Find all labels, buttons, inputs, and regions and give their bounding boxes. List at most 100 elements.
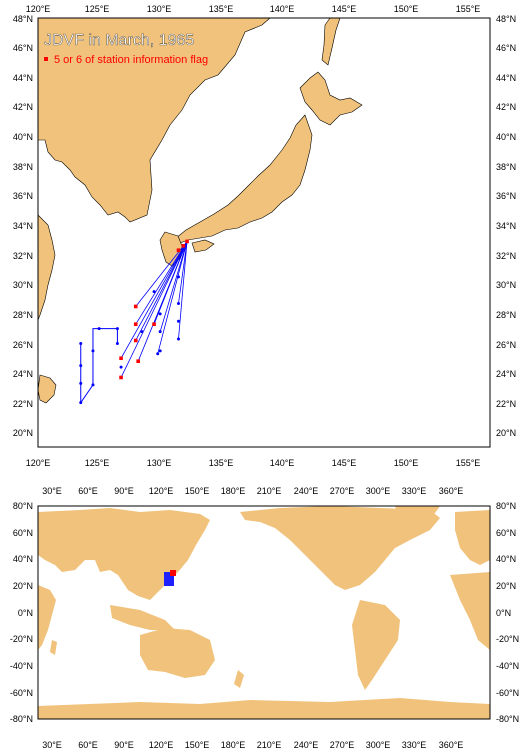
station-point [156, 352, 160, 356]
station-track-line [120, 241, 188, 359]
lat-tick-label: 44°N [496, 73, 516, 83]
lat-tick-label: 20°N [13, 428, 33, 438]
lat-tick-label: 60°N [13, 528, 33, 538]
lat-tick-label: 34°N [496, 221, 516, 231]
lon-tick-label: 270°E [330, 486, 355, 496]
lon-tick-label: 240°E [294, 740, 319, 750]
lon-tick-label: 120°E [149, 486, 174, 496]
station-point [115, 341, 119, 345]
lat-tick-label: 24°N [13, 369, 33, 379]
lon-tick-label: 150°E [394, 458, 419, 468]
lat-tick-label: 38°N [13, 162, 33, 172]
lon-tick-label: 125°E [85, 458, 110, 468]
lon-tick-label: 125°E [85, 4, 110, 14]
lon-tick-label: 210°E [257, 740, 282, 750]
lon-tick-label: 130°E [147, 4, 172, 14]
station-track-line [80, 328, 118, 405]
lat-tick-label: 42°N [13, 102, 33, 112]
bottom-world-map: 30°E 60°E 90°E 120°E 150°E 180°E 210°E 2… [10, 486, 519, 750]
africa-land [38, 585, 56, 650]
station-track-line [153, 241, 188, 325]
station-point [152, 290, 156, 294]
lat-tick-label: 36°N [496, 191, 516, 201]
lat-tick-label: -40°N [496, 661, 519, 671]
station-point [79, 364, 83, 368]
lat-tick-label: 46°N [13, 43, 33, 53]
lon-tick-label: 300°E [366, 486, 391, 496]
lat-tick-label: 40°N [13, 132, 33, 142]
lon-tick-label: 140°E [270, 458, 295, 468]
lat-tick-label: -20°N [496, 634, 519, 644]
lon-tick-label: 360°E [439, 486, 464, 496]
lat-tick-label: -60°N [496, 688, 519, 698]
flagged-station-point [133, 322, 138, 327]
lat-tick-label: 30°N [496, 280, 516, 290]
lon-tick-label: 60°E [78, 486, 98, 496]
lon-tick-label: 150°E [394, 4, 419, 14]
lon-tick-label: 60°E [78, 740, 98, 750]
hokkaido-land [299, 71, 363, 126]
flagged-station-point [181, 244, 186, 248]
south-america-land [352, 600, 400, 690]
station-point [91, 383, 95, 387]
top-map-lat-ticks-left: 20°N 22°N 24°N 26°N 28°N 30°N 32°N 34°N … [13, 14, 33, 438]
lon-tick-label: 120°E [26, 458, 51, 468]
station-point [140, 330, 144, 334]
world-flag-area [170, 570, 176, 576]
world-track-marker [164, 570, 176, 586]
lat-tick-label: -40°N [10, 661, 33, 671]
lat-tick-label: 20°N [13, 581, 33, 591]
lon-tick-label: 150°E [185, 486, 210, 496]
lat-tick-label: -80°N [10, 714, 33, 724]
lon-tick-label: 135°E [209, 458, 234, 468]
flagged-station-point [152, 322, 156, 327]
station-point [176, 337, 180, 341]
lat-tick-label: -80°N [496, 714, 519, 724]
north-america-land [240, 506, 440, 590]
lat-tick-label: 40°N [496, 132, 516, 142]
station-point [158, 312, 162, 316]
lat-tick-label: 48°N [13, 14, 33, 24]
lat-tick-label: 40°N [496, 554, 516, 564]
lat-tick-label: 32°N [13, 251, 33, 261]
station-point [119, 365, 123, 369]
lon-tick-label: 155°E [456, 458, 481, 468]
lon-tick-label: 135°E [209, 4, 234, 14]
map-title: JDVF in March, 1965 [44, 32, 194, 49]
lat-tick-label: 34°N [13, 221, 33, 231]
lat-tick-label: 42°N [496, 102, 516, 112]
lat-tick-label: 38°N [496, 162, 516, 172]
bottom-map-lat-ticks-left: 80°N 60°N 40°N 20°N 0°N -20°N -40°N -60°… [10, 501, 33, 724]
lat-tick-label: 26°N [13, 340, 33, 350]
africa-east-land [450, 572, 490, 650]
lon-tick-label: 90°E [114, 740, 134, 750]
station-point [79, 341, 83, 345]
lon-tick-label: 270°E [330, 740, 355, 750]
lon-tick-label: 180°E [221, 740, 246, 750]
lat-tick-label: 20°N [496, 428, 516, 438]
lat-tick-label: 32°N [496, 251, 516, 261]
lon-tick-label: 210°E [257, 486, 282, 496]
lat-tick-label: 40°N [13, 554, 33, 564]
bottom-map-lat-ticks-right: 80°N 60°N 40°N 20°N 0°N -20°N -40°N -60°… [496, 501, 519, 724]
station-point [176, 302, 180, 306]
lat-tick-label: 80°N [496, 501, 516, 511]
lon-tick-label: 120°E [149, 740, 174, 750]
top-regional-map: 120°E 125°E 130°E 135°E 140°E 145°E 150°… [13, 4, 516, 468]
lat-tick-label: 28°N [13, 310, 33, 320]
lat-tick-label: 22°N [13, 399, 33, 409]
lon-tick-label: 180°E [221, 486, 246, 496]
station-point [79, 401, 83, 405]
legend-flag-marker [44, 57, 48, 61]
europe-land [455, 510, 490, 565]
lat-tick-label: 0°N [18, 608, 33, 618]
lon-tick-label: 90°E [114, 486, 134, 496]
station-track-line [135, 241, 188, 307]
station-point [176, 319, 180, 323]
flagged-station-point [133, 338, 138, 343]
indonesia-land [110, 605, 175, 630]
lat-tick-label: 24°N [496, 369, 516, 379]
world-track-area [164, 572, 174, 586]
lat-tick-label: 26°N [496, 340, 516, 350]
lat-tick-label: 22°N [496, 399, 516, 409]
